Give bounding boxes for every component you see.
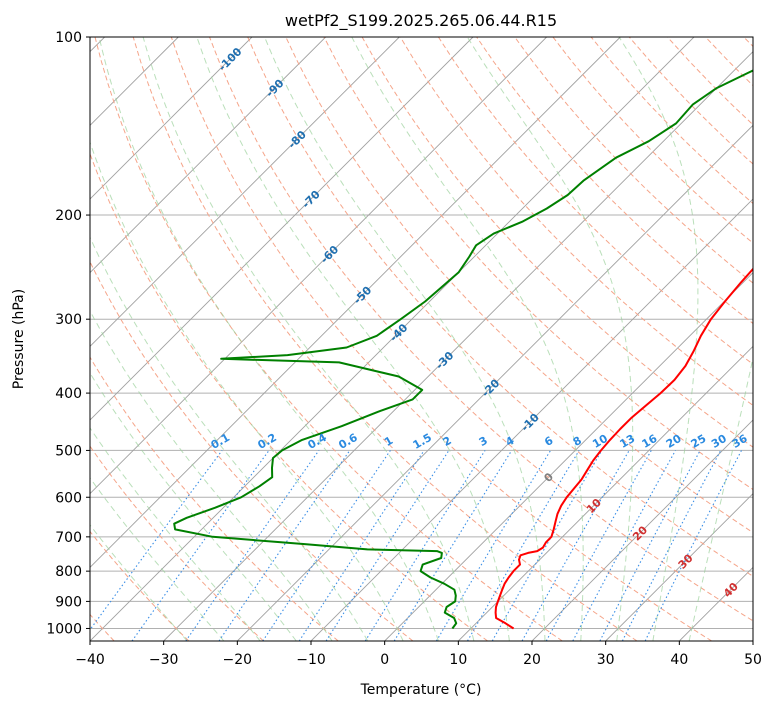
- dry-adiabat: [94, 37, 563, 641]
- dry-adiabat: [399, 37, 753, 407]
- moist-adiabat: [196, 37, 510, 641]
- moist-adiabat: [90, 524, 188, 641]
- isotherm-line: [90, 37, 547, 495]
- chart-title: wetPf2_S199.2025.265.06.44.R15: [285, 11, 557, 31]
- isotherm-line: [90, 37, 695, 641]
- y-tick-label: 200: [55, 208, 82, 224]
- y-axis-title: Pressure (hPa): [11, 289, 27, 389]
- moist-adiabat: [618, 37, 699, 641]
- isotherm-line: [605, 493, 753, 641]
- x-tick-label: 10: [449, 652, 467, 668]
- y-tick-label: 300: [55, 312, 82, 328]
- y-axis: 100 200 300 400 500 600 700 800 900 1000: [46, 30, 90, 637]
- mixing-ratio-line: [572, 450, 676, 641]
- isotherm-line: [531, 419, 753, 641]
- mixing-ratio-line: [621, 450, 722, 641]
- mixing-ratio-line: [185, 450, 320, 641]
- isotherm-line: [384, 272, 753, 641]
- dry-adiabat: [247, 37, 753, 577]
- moist-adiabat: [98, 37, 439, 641]
- x-tick-label: 20: [523, 652, 541, 668]
- dry-adiabat: [90, 445, 264, 641]
- overlay-layer: [90, 37, 753, 641]
- plot-area: 0.1 0.2 0.4 0.6 1 1.5 2 3 4 6 8 10 13 16 20 25 30 36-100-…: [89, 36, 754, 642]
- dry-adiabat: [90, 152, 488, 641]
- isotherm-line: [237, 124, 753, 641]
- x-axis: −40 −30 −20 −10 0 10 20 30 40 50: [75, 641, 762, 668]
- mixing-ratio-line: [545, 450, 652, 641]
- dry-adiabat: [90, 356, 339, 641]
- moist-adiabat: [142, 37, 475, 641]
- dry-adiabat: [90, 530, 190, 641]
- y-tick-label: 700: [55, 530, 82, 546]
- moist-adiabat: [90, 477, 225, 641]
- mixing-ratio-line: [325, 450, 450, 641]
- dry-adiabat: [132, 37, 638, 641]
- isotherm-line: [90, 37, 474, 421]
- x-tick-label: −10: [296, 652, 326, 668]
- dry-adiabat: [170, 37, 712, 641]
- x-tick-label: 40: [670, 652, 688, 668]
- x-tick-label: 50: [744, 652, 762, 668]
- grid-layer: [90, 37, 753, 641]
- moist-adiabat: [90, 310, 333, 641]
- plot-frame: [89, 36, 754, 642]
- y-tick-label: 600: [55, 490, 82, 506]
- isotherm-line: [90, 37, 326, 274]
- x-tick-label: −40: [75, 652, 105, 668]
- moist-adiabat: [90, 426, 261, 641]
- x-tick-label: −20: [223, 652, 253, 668]
- y-tick-label: 500: [55, 443, 82, 459]
- x-axis-title: Temperature (°C): [360, 682, 482, 698]
- isotherm-line: [752, 640, 753, 641]
- mixing-ratio-line: [131, 450, 270, 641]
- series-layer: [173, 69, 753, 630]
- mixing-ratio-line: [393, 450, 513, 641]
- moist-adiabat: [264, 37, 546, 641]
- mixing-ratio-line: [218, 450, 351, 641]
- isotherm-line: [90, 37, 253, 200]
- dry-adiabat: [90, 260, 414, 641]
- moist-adiabat: [90, 372, 297, 641]
- mixing-ratio-line: [521, 450, 630, 641]
- moist-adiabat: [90, 140, 404, 641]
- y-tick-label: 800: [55, 564, 82, 580]
- plot-background: [90, 37, 753, 641]
- y-tick-label: 400: [55, 386, 82, 402]
- isotherm-line: [90, 37, 621, 568]
- dewpoint-profile-line: [173, 69, 753, 630]
- mixing-ratio-line: [90, 450, 223, 631]
- isotherm-line: [458, 345, 753, 641]
- x-tick-label: 0: [380, 652, 389, 668]
- y-tick-label: 1000: [46, 621, 82, 637]
- mixing-ratio-line: [262, 450, 391, 641]
- moist-adiabat: [351, 37, 584, 641]
- x-tick-label: 30: [597, 652, 615, 668]
- y-tick-label: 100: [55, 30, 82, 46]
- dry-adiabat: [514, 37, 753, 284]
- dry-adiabat: [209, 37, 753, 622]
- mixing-ratio-line: [644, 450, 742, 641]
- dry-adiabat: [323, 37, 753, 491]
- y-tick-label: 900: [55, 594, 82, 610]
- mixing-ratio-line: [298, 450, 425, 641]
- x-tick-label: −30: [149, 652, 179, 668]
- dry-adiabat: [437, 37, 753, 365]
- isotherm-line: [90, 37, 400, 347]
- moist-adiabat: [90, 236, 369, 641]
- temperature-profile-line: [494, 267, 753, 630]
- moist-adiabat: [688, 355, 753, 641]
